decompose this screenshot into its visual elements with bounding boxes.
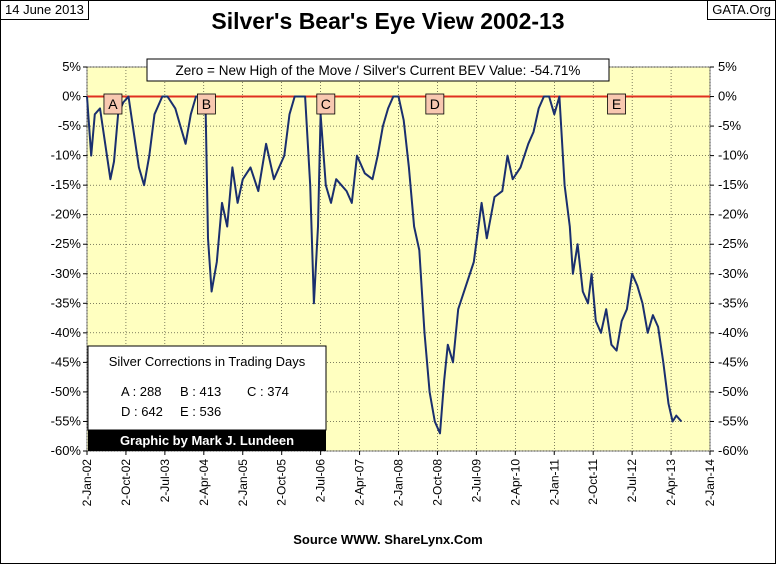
y-tick-label-right: -35% [718,295,749,310]
svg-text:C: C [321,96,331,112]
source-label: Source WWW. ShareLynx.Com [293,532,483,547]
y-tick-label-right: -20% [718,207,749,222]
y-tick-label-right: -15% [718,177,749,192]
svg-text:E: E [612,96,621,112]
x-tick-label: 2-Jan-14 [703,459,717,507]
x-tick-label: 2-Jul-09 [469,459,483,503]
x-tick-label: 2-Oct-05 [275,459,289,506]
y-axis-left: 5% 0% -5% -10% -15% -20% -25% -30% -35% -40% -45% -… [51,59,87,458]
y-tick-label-left: -15% [51,177,82,192]
annotation-text: Zero = New High of the Move / Silver's C… [176,63,581,78]
y-tick-label-right: -10% [718,148,749,163]
annotation-box: Zero = New High of the Move / Silver's C… [146,58,610,82]
x-tick-label: 2-Jul-12 [625,459,639,503]
x-tick-label: 2-Jan-05 [236,459,250,507]
y-tick-label-right: -40% [718,325,749,340]
y-tick-label-left: -60% [51,443,82,458]
y-tick-label-right: -45% [718,354,749,369]
y-tick-label-left: -55% [51,413,82,428]
y-tick-label-right: -50% [718,384,749,399]
correction-label-a: A [103,93,123,115]
x-tick-label: 2-Jan-08 [392,459,406,507]
y-tick-label-left: -35% [51,295,82,310]
series-line-silver-bev [86,95,683,435]
y-tick-label-left: -40% [51,325,82,340]
y-tick-label-left: -25% [51,236,82,251]
svg-text:A: A [108,96,118,112]
y-tick-label-right: 5% [718,59,737,74]
y-axis-right: 5% 0% -5% -10% -15% -20% -25% -30% -35% -40% -45% -… [710,59,749,458]
legend-box: Silver Corrections in Trading Days A : 2… [87,345,327,451]
correction-label-e: E [607,93,626,115]
legend-b: B : 413 [180,384,221,399]
legend-e: E : 536 [180,404,221,419]
x-tick-label: 2-Jul-06 [314,459,328,503]
y-tick-label-left: -20% [51,207,82,222]
x-tick-label: 2-Apr-07 [353,459,367,506]
x-tick-label: 2-Oct-08 [430,459,444,506]
credit-label: Graphic by Mark J. Lundeen [120,433,294,448]
correction-label-c: C [316,93,336,115]
y-tick-label-right: -30% [718,266,749,281]
svg-text:B: B [202,96,211,112]
date-label: 14 June 2013 [0,0,89,20]
y-tick-label-left: -5% [58,118,82,133]
x-tick-label: 2-Apr-13 [664,459,678,506]
chart-title: Silver's Bear's Eye View 2002-13 [211,8,565,34]
y-tick-label-left: 0% [62,89,81,104]
y-tick-label-left: -50% [51,384,82,399]
x-tick-label: 2-Apr-04 [197,459,211,506]
legend-a: A : 288 [121,384,161,399]
y-tick-label-left: -30% [51,266,82,281]
legend-title: Silver Corrections in Trading Days [109,354,306,369]
x-axis: 2-Jan-02 2-Oct-02 2-Jul-03 2-Apr-04 2-Jan-05… [80,451,717,506]
x-tick-label: 2-Jul-03 [158,459,172,503]
x-tick-label: 2-Apr-10 [508,459,522,506]
x-tick-label: 2-Jan-11 [547,459,561,506]
correction-label-b: B [197,93,216,115]
legend-d: D : 642 [121,404,163,419]
y-tick-label-right: -25% [718,236,749,251]
y-tick-label-right: -60% [718,443,749,458]
x-tick-label: 2-Jan-02 [80,459,94,507]
y-tick-label-left: 5% [62,59,81,74]
legend-c: C : 374 [247,384,289,399]
y-tick-label-left: -10% [51,148,82,163]
correction-label-d: D [425,93,445,115]
x-tick-label: 2-Oct-02 [119,459,133,506]
correction-labels: A B C D E [103,93,626,115]
svg-text:D: D [430,96,440,112]
y-tick-label-right: 0% [718,89,737,104]
x-tick-label: 2-Oct-11 [586,459,600,505]
y-tick-label-right: -55% [718,413,749,428]
y-tick-label-left: -45% [51,354,82,369]
y-tick-label-right: -5% [718,118,742,133]
